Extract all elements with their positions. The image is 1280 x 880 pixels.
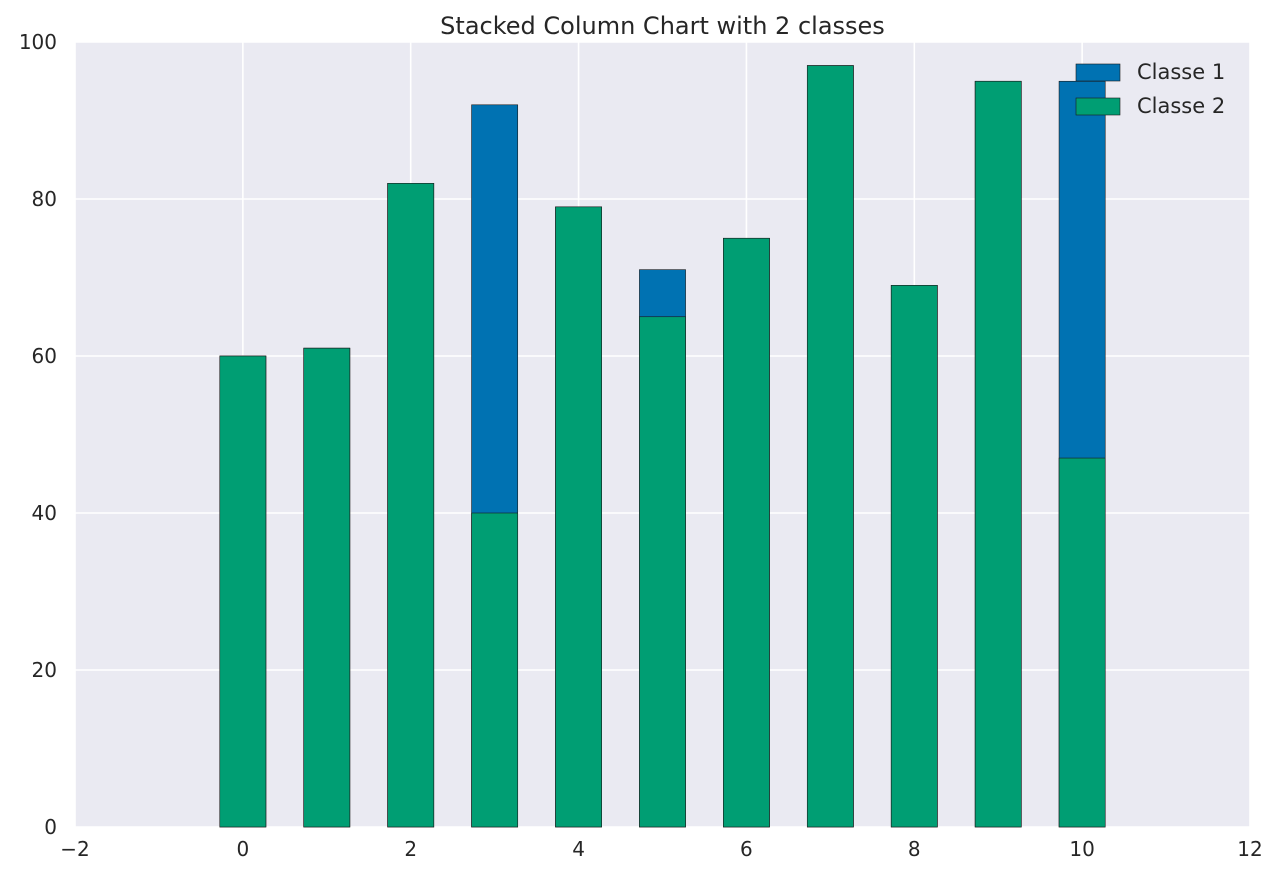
x-tick-label: 8 [908,837,921,861]
y-tick-label: 0 [44,815,57,839]
x-tick-label: 10 [1069,837,1094,861]
x-tick-label: 4 [572,837,585,861]
y-tick-label: 100 [19,30,57,54]
bars-group [219,65,1106,828]
x-axis-ticks: −2 0 2 4 6 8 10 12 [60,837,1262,861]
legend: Classe 1 Classe 2 [1075,60,1225,118]
legend-swatch [1075,97,1121,116]
legend-swatch [1075,63,1121,82]
bar-classe-2 [639,316,686,828]
chart-title: Stacked Column Chart with 2 classes [440,12,885,40]
y-tick-label: 40 [32,501,57,525]
x-tick-label: 2 [404,837,417,861]
bar-classe-2 [471,512,519,828]
bar-classe-2 [890,285,938,828]
bar-classe-2 [555,206,602,828]
bar-classe-2 [723,237,770,828]
bar-classe-2 [974,80,1022,828]
bar-classe-2 [1058,457,1106,828]
x-tick-label: −2 [60,837,89,861]
x-tick-label: 0 [236,837,249,861]
bar-classe-2 [303,347,351,828]
bar-classe-2 [806,65,854,828]
y-tick-label: 60 [32,344,57,368]
legend-label: Classe 2 [1137,94,1225,118]
bar-classe-2 [219,355,267,828]
legend-label: Classe 1 [1137,60,1225,84]
bar-classe-2 [387,183,435,828]
x-tick-label: 6 [740,837,753,861]
x-tick-label: 12 [1237,837,1262,861]
y-axis-ticks: 0 20 40 60 80 100 [19,30,57,839]
y-tick-label: 20 [32,658,57,682]
y-tick-label: 80 [32,187,57,211]
